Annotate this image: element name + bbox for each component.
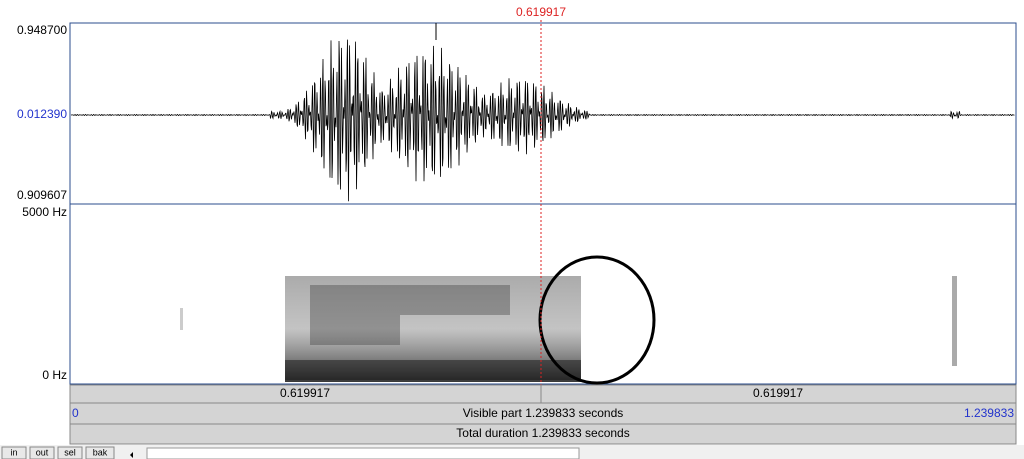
formant — [400, 285, 510, 315]
visible-start: 0 — [72, 406, 79, 420]
spectrogram-click — [952, 276, 957, 366]
button-label: in — [10, 447, 17, 457]
total-label: Total duration 1.239833 seconds — [456, 426, 629, 440]
scrollbar[interactable] — [147, 448, 579, 459]
sound-editor: 0.619917 0.948700 0.012390 0.909607 5000… — [0, 0, 1024, 459]
button-label: bak — [93, 447, 108, 457]
waveform-mid: 0.012390 — [17, 107, 67, 121]
button-label: sel — [64, 447, 76, 457]
button-row: in out sel bak — [2, 447, 114, 459]
waveform-min: 0.909607 — [17, 188, 67, 202]
visible-end: 1.239833 — [964, 406, 1014, 420]
spectrogram-noise — [180, 308, 183, 330]
voice-bar — [285, 360, 581, 380]
cursor-time: 0.619917 — [516, 5, 566, 19]
spectrogram-bottom: 0 Hz — [42, 368, 67, 382]
spectrogram-top: 5000 Hz — [22, 205, 67, 219]
page-body: {"cursor_time": "0.619917", "waveform": … — [0, 0, 1024, 459]
time-right: 0.619917 — [753, 386, 803, 400]
formant — [310, 285, 400, 345]
visible-label: Visible part 1.239833 seconds — [463, 406, 624, 420]
page: Sound editor html, body { margin: 0; pad… — [0, 0, 1024, 459]
time-left: 0.619917 — [280, 386, 330, 400]
button-label: out — [36, 447, 49, 457]
waveform-max: 0.948700 — [17, 23, 67, 37]
